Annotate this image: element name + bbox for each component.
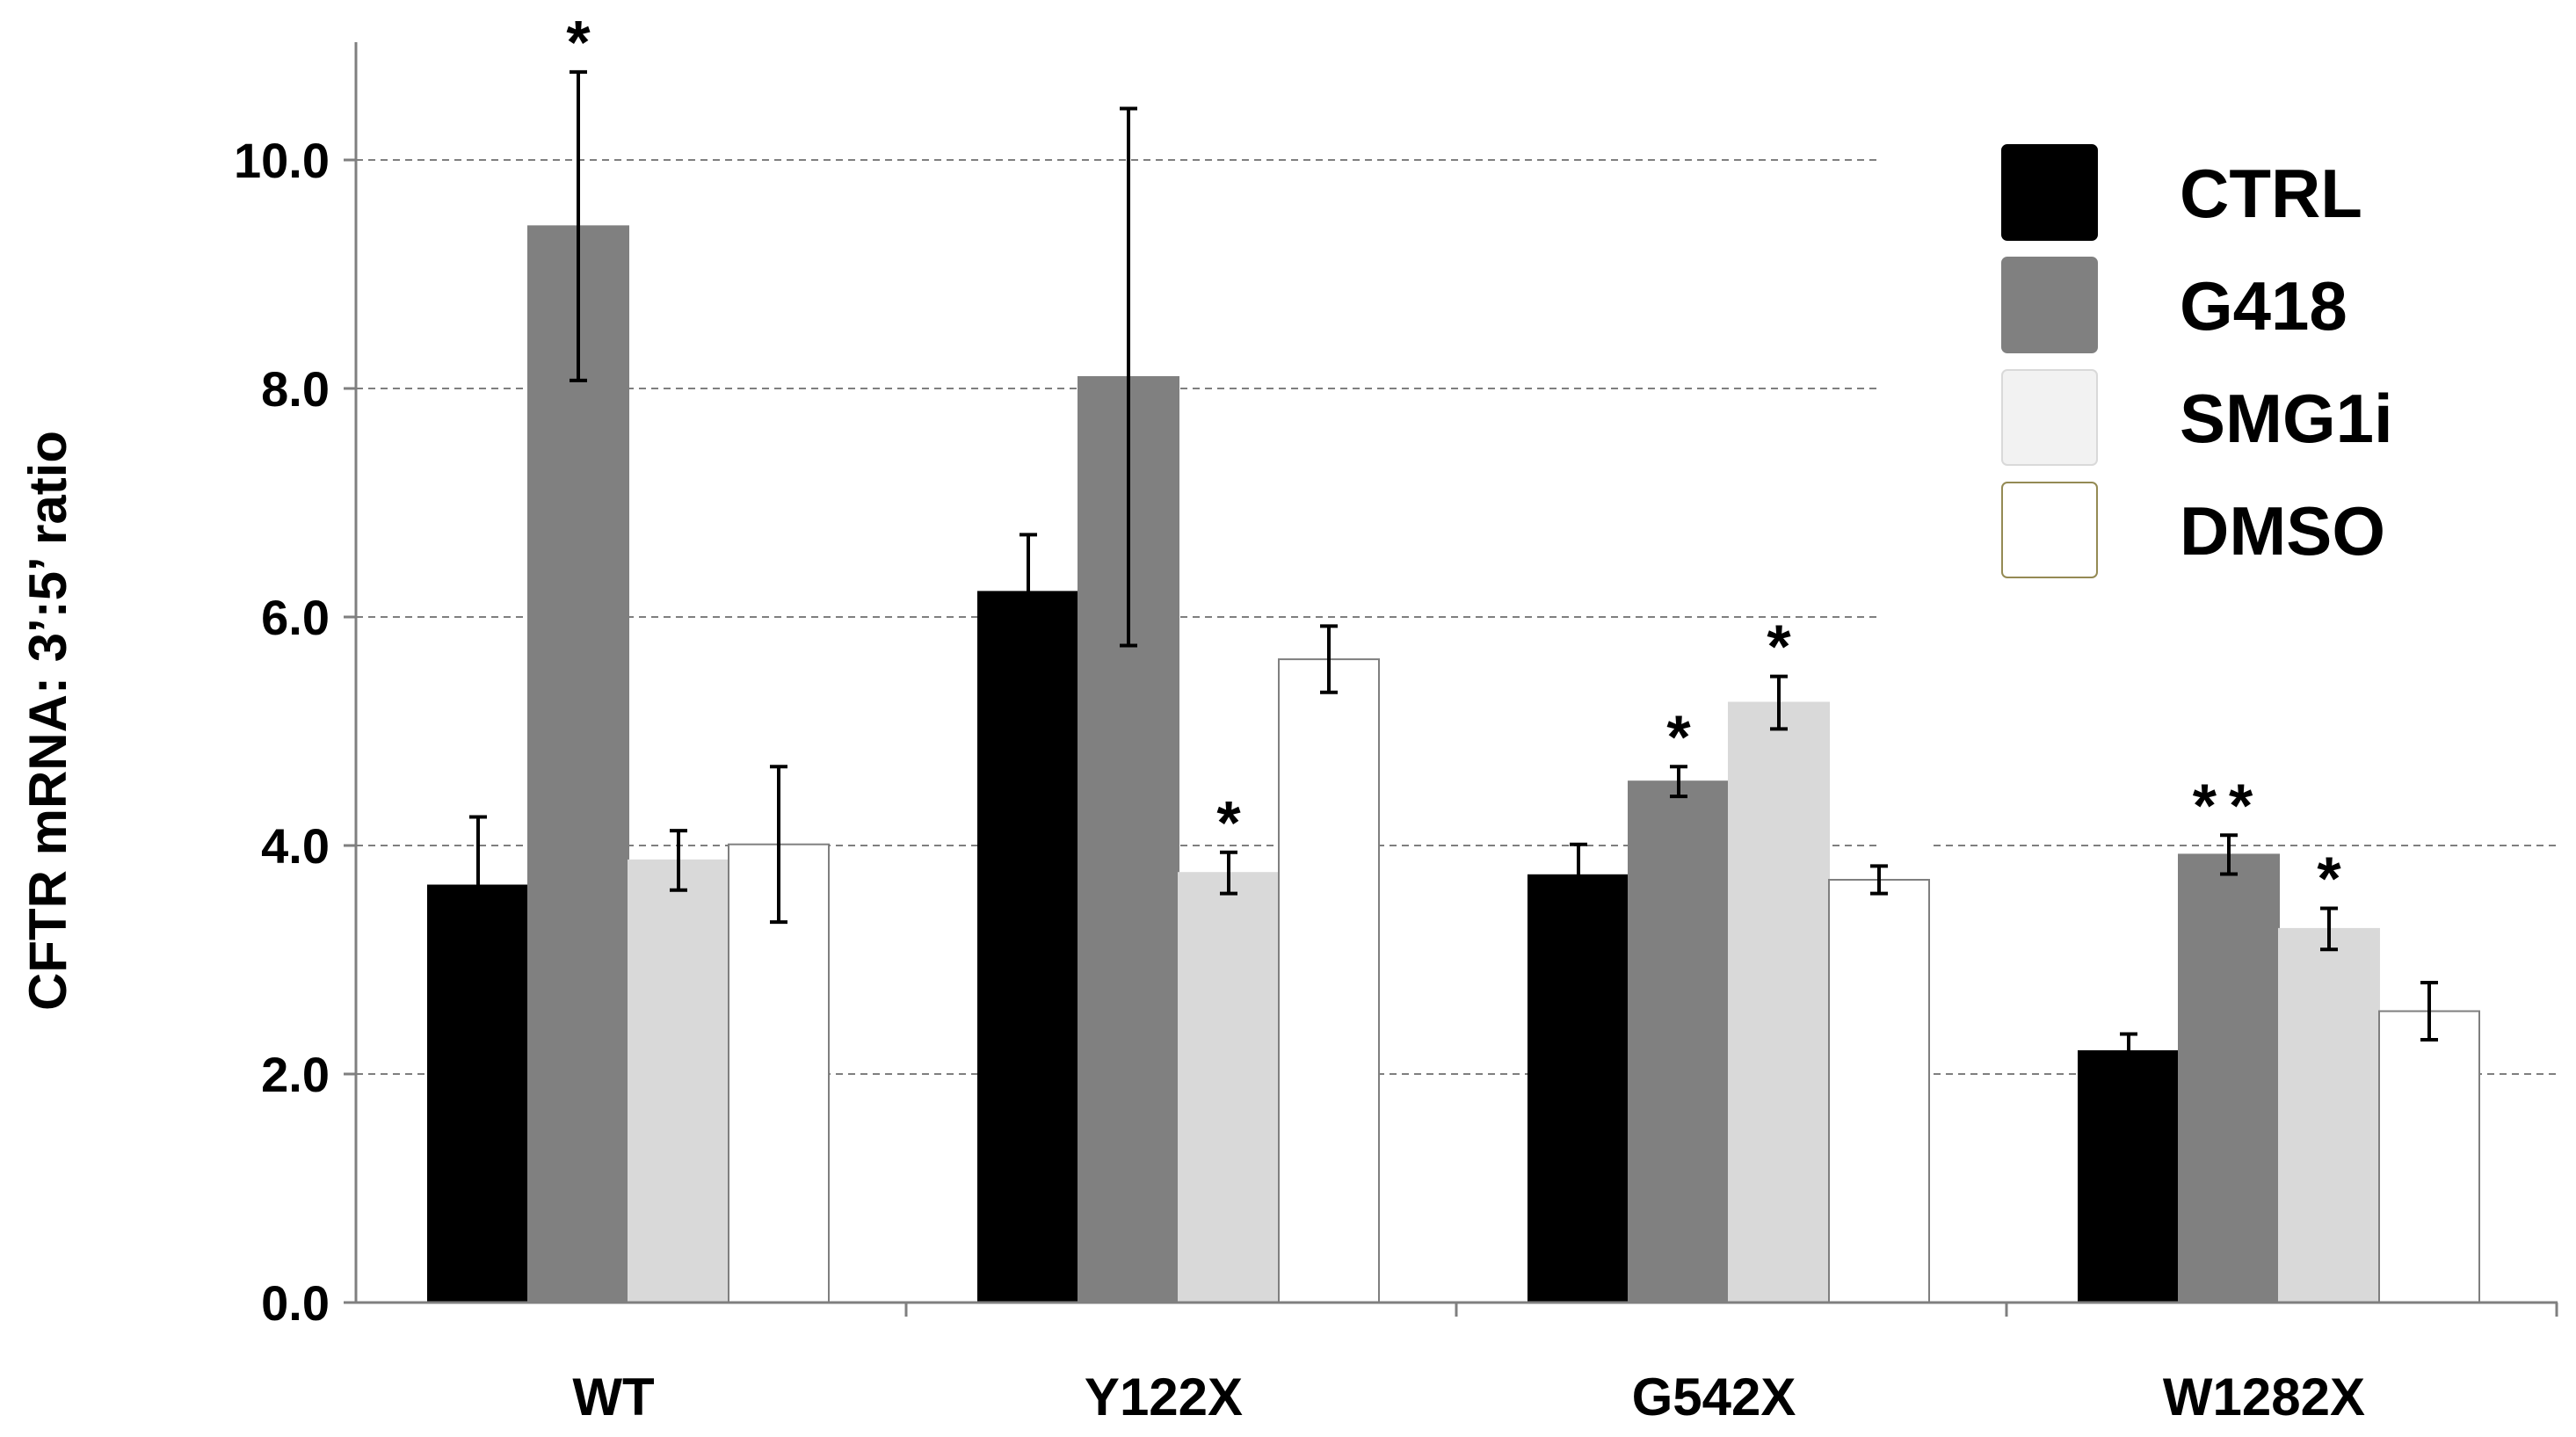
bar-g418-w1282x	[2178, 853, 2280, 1304]
legend-label-ctrl: CTRL	[2180, 155, 2362, 232]
x-tick-label-wt: WT	[572, 1368, 654, 1426]
significance-marker: *	[1216, 788, 1241, 857]
labels: 0.02.04.06.08.010.0WT Y122X G542X W1282X***…	[18, 8, 2365, 1426]
bar-smg1i-wt	[628, 859, 729, 1304]
bar-ctrl-y122x	[977, 591, 1079, 1303]
bar-ctrl-w1282x	[2078, 1050, 2180, 1303]
x-tick-label-w1282x: W1282X	[2163, 1368, 2365, 1426]
legend-label-smg1i: SMG1i	[2180, 380, 2393, 457]
y-tick-label: 10.0	[234, 133, 330, 188]
legend-label-g418: G418	[2180, 267, 2347, 345]
bar-smg1i-w1282x	[2278, 927, 2380, 1304]
y-tick-label: 6.0	[261, 590, 330, 645]
x-tick-label-y122x: Y122X	[1085, 1368, 1243, 1426]
y-axis-title: CFTR mRNA: 3’:5’ ratio	[18, 431, 77, 1011]
bar-dmso-w1282x	[2378, 1010, 2480, 1303]
x-tick-label-g542x: G542X	[1632, 1368, 1796, 1426]
legend: CTRL G418 SMG1i DMSO	[2001, 144, 2393, 578]
y-tick-label: 4.0	[261, 818, 330, 874]
significance-marker: *	[1767, 613, 1791, 681]
bar-g418-wt	[527, 225, 629, 1303]
bar-smg1i-y122x	[1178, 872, 1280, 1303]
legend-swatch-dmso	[2001, 482, 2098, 578]
bar-dmso-g542x	[1828, 879, 1930, 1303]
y-tick-label: 0.0	[261, 1275, 330, 1331]
bar-dmso-y122x	[1278, 658, 1380, 1303]
y-tick-label: 8.0	[261, 361, 330, 417]
legend-swatch-smg1i	[2001, 369, 2098, 466]
axes	[344, 42, 2558, 1317]
bar-ctrl-g542x	[1527, 874, 1629, 1303]
significance-marker: *	[2317, 845, 2341, 913]
significance-marker: *	[1666, 702, 1691, 771]
bar-g418-g542x	[1628, 780, 1730, 1303]
y-tick-label: 2.0	[261, 1047, 330, 1102]
legend-swatch-g418	[2001, 257, 2098, 353]
bars	[427, 69, 2480, 1304]
legend-label-dmso: DMSO	[2180, 492, 2385, 570]
bar-smg1i-g542x	[1728, 701, 1830, 1303]
legend-swatch-ctrl	[2001, 144, 2098, 241]
significance-marker: **	[2193, 771, 2265, 839]
significance-marker: *	[566, 8, 591, 76]
